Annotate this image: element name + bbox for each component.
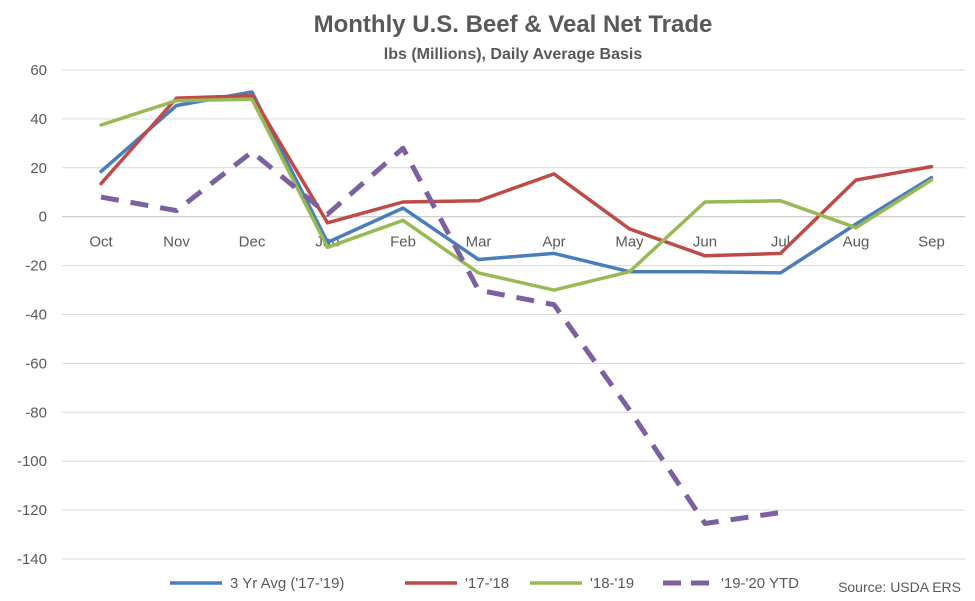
y-tick-label: -60 — [25, 355, 47, 372]
x-tick-label: Feb — [390, 234, 416, 251]
x-tick-label: Sep — [918, 234, 945, 251]
series-line-0 — [99, 90, 934, 275]
y-tick-label: 60 — [30, 62, 47, 79]
legend-label-3: '19-'20 YTD — [721, 575, 799, 592]
y-tick-label: 20 — [30, 160, 47, 177]
chart-subtitle: lbs (Millions), Daily Average Basis — [384, 46, 643, 63]
y-tick-label: 40 — [30, 111, 47, 128]
legend-label-0: 3 Yr Avg ('17-'19) — [230, 575, 344, 592]
y-tick-label: -80 — [25, 404, 47, 421]
series-line-1 — [99, 93, 934, 258]
x-tick-label: Dec — [239, 234, 266, 251]
series-line-2 — [99, 97, 934, 292]
series-line-3 — [100, 145, 781, 526]
y-tick-label: 0 — [39, 209, 47, 226]
x-tick-label: May — [615, 234, 644, 251]
x-tick-label: Mar — [466, 234, 492, 251]
gridlines — [62, 69, 965, 560]
x-tick-label: Jun — [693, 234, 717, 251]
legend: 3 Yr Avg ('17-'19) '17-'18 '18-'19 '19-'20 … — [170, 575, 799, 592]
legend-label-2: '18-'19 — [590, 575, 634, 592]
x-tick-label: Aug — [843, 234, 870, 251]
legend-label-1: '17-'18 — [465, 575, 509, 592]
y-tick-label: -40 — [25, 307, 47, 324]
y-tick-label: -20 — [25, 258, 47, 275]
x-tick-label: Oct — [89, 234, 113, 251]
y-tick-label: -140 — [17, 551, 47, 568]
y-axis-tick-labels: 60 40 20 0 -20 -40 -60 -80 -100 -120 -140 — [17, 62, 47, 568]
y-tick-label: -120 — [17, 502, 47, 519]
y-tick-label: -100 — [17, 453, 47, 470]
x-tick-label: Apr — [542, 234, 565, 251]
x-tick-label: Nov — [163, 234, 190, 251]
chart-title: Monthly U.S. Beef & Veal Net Trade — [314, 11, 713, 38]
series-lines — [99, 90, 934, 526]
source-note: Source: USDA ERS — [838, 579, 961, 595]
